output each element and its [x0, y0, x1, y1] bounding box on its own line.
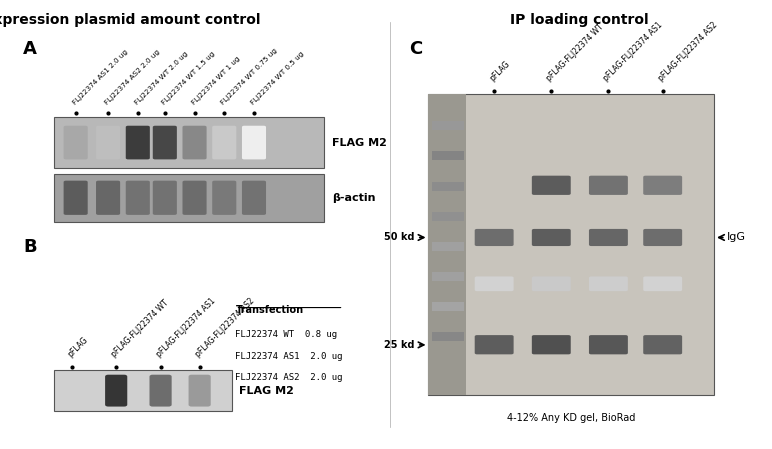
FancyBboxPatch shape — [63, 180, 88, 215]
FancyBboxPatch shape — [432, 211, 464, 220]
Text: FLJ22374 AS2 2.0 ug: FLJ22374 AS2 2.0 ug — [104, 48, 161, 106]
FancyBboxPatch shape — [153, 180, 177, 215]
FancyBboxPatch shape — [54, 174, 324, 222]
Text: FLJ22374 AS2  2.0 ug: FLJ22374 AS2 2.0 ug — [235, 373, 343, 382]
FancyBboxPatch shape — [475, 335, 513, 354]
FancyBboxPatch shape — [428, 94, 714, 395]
Text: 25 kd: 25 kd — [384, 340, 415, 350]
Text: Transfection: Transfection — [235, 305, 303, 315]
FancyBboxPatch shape — [643, 277, 682, 291]
FancyBboxPatch shape — [432, 181, 464, 190]
Text: FLJ22374 WT 1.5 ug: FLJ22374 WT 1.5 ug — [161, 50, 216, 106]
FancyBboxPatch shape — [212, 126, 236, 159]
FancyBboxPatch shape — [432, 151, 464, 160]
Text: 50 kd: 50 kd — [384, 233, 415, 242]
Text: pFLAG-FLJ22374 AS1: pFLAG-FLJ22374 AS1 — [602, 21, 665, 83]
FancyBboxPatch shape — [242, 126, 266, 159]
FancyBboxPatch shape — [432, 332, 464, 341]
Text: A: A — [23, 40, 37, 58]
FancyBboxPatch shape — [589, 277, 628, 291]
Text: pFLAG: pFLAG — [66, 335, 90, 359]
FancyBboxPatch shape — [54, 370, 232, 411]
FancyBboxPatch shape — [589, 335, 628, 354]
FancyBboxPatch shape — [63, 126, 88, 159]
FancyBboxPatch shape — [643, 176, 682, 195]
Text: 4-12% Any KD gel, BioRad: 4-12% Any KD gel, BioRad — [507, 413, 635, 423]
Text: IP loading control: IP loading control — [510, 13, 648, 27]
FancyBboxPatch shape — [188, 374, 211, 407]
FancyBboxPatch shape — [153, 126, 177, 159]
Text: FLJ22374 WT 2.0 ug: FLJ22374 WT 2.0 ug — [134, 50, 189, 106]
FancyBboxPatch shape — [432, 121, 464, 130]
FancyBboxPatch shape — [532, 229, 571, 246]
FancyBboxPatch shape — [54, 117, 324, 168]
Text: FLJ22374 WT  0.8 ug: FLJ22374 WT 0.8 ug — [235, 330, 337, 339]
Text: pFLAG-FLJ22374 WT: pFLAG-FLJ22374 WT — [545, 22, 606, 83]
FancyBboxPatch shape — [475, 229, 513, 246]
FancyBboxPatch shape — [432, 242, 464, 251]
Text: FLAG M2: FLAG M2 — [239, 386, 294, 396]
Text: C: C — [409, 40, 422, 58]
FancyBboxPatch shape — [475, 277, 513, 291]
FancyBboxPatch shape — [105, 374, 127, 407]
Text: FLJ22374 AS1  2.0 ug: FLJ22374 AS1 2.0 ug — [235, 352, 343, 361]
Text: FLJ22374 WT 0.5 ug: FLJ22374 WT 0.5 ug — [250, 50, 305, 106]
Text: FLJ22374 WT 1 ug: FLJ22374 WT 1 ug — [191, 55, 241, 106]
Text: β-actin: β-actin — [332, 193, 375, 203]
FancyBboxPatch shape — [532, 176, 571, 195]
FancyBboxPatch shape — [589, 229, 628, 246]
Text: pFLAG-FLJ22374 AS2: pFLAG-FLJ22374 AS2 — [656, 21, 719, 83]
Text: Over-expression plasmid amount control: Over-expression plasmid amount control — [0, 13, 260, 27]
Text: FLAG M2: FLAG M2 — [332, 137, 387, 148]
FancyBboxPatch shape — [589, 176, 628, 195]
Text: IgG: IgG — [727, 233, 747, 242]
FancyBboxPatch shape — [212, 180, 236, 215]
FancyBboxPatch shape — [532, 335, 571, 354]
FancyBboxPatch shape — [126, 180, 150, 215]
Text: pFLAG-FLJ22374 AS2: pFLAG-FLJ22374 AS2 — [193, 297, 256, 359]
FancyBboxPatch shape — [150, 374, 171, 407]
FancyBboxPatch shape — [182, 126, 207, 159]
FancyBboxPatch shape — [532, 277, 571, 291]
FancyBboxPatch shape — [242, 180, 266, 215]
FancyBboxPatch shape — [96, 126, 120, 159]
Text: FLJ22374 WT 0.75 ug: FLJ22374 WT 0.75 ug — [220, 47, 279, 106]
Text: pFLAG: pFLAG — [488, 59, 512, 83]
Text: pFLAG-FLJ22374 AS1: pFLAG-FLJ22374 AS1 — [154, 297, 217, 359]
FancyBboxPatch shape — [126, 126, 150, 159]
FancyBboxPatch shape — [182, 180, 207, 215]
FancyBboxPatch shape — [428, 94, 466, 395]
FancyBboxPatch shape — [432, 272, 464, 281]
FancyBboxPatch shape — [643, 335, 682, 354]
Text: pFLAG-FLJ22374 WT: pFLAG-FLJ22374 WT — [110, 299, 171, 359]
FancyBboxPatch shape — [432, 302, 464, 311]
Text: FLJ22374 AS1 2.0 ug: FLJ22374 AS1 2.0 ug — [72, 48, 129, 106]
FancyBboxPatch shape — [643, 229, 682, 246]
Text: B: B — [23, 238, 37, 256]
FancyBboxPatch shape — [96, 180, 120, 215]
